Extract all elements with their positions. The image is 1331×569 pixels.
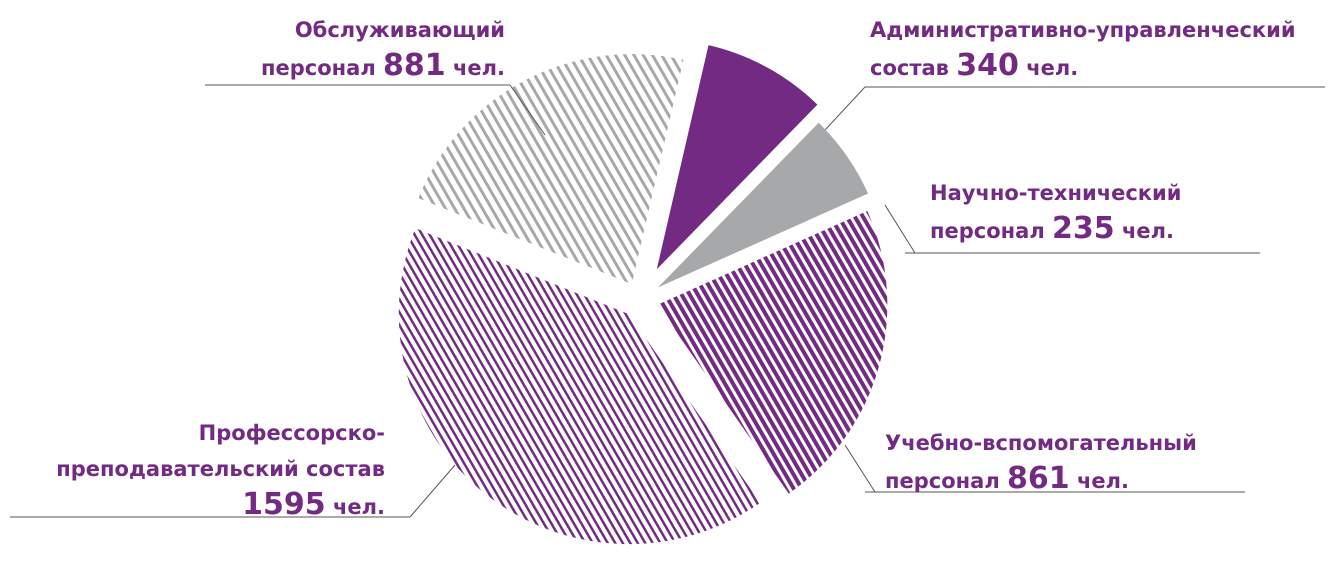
pie-slice bbox=[418, 54, 684, 285]
leader-line bbox=[824, 86, 866, 131]
slice-label: Административно-управленческий состав 34… bbox=[870, 12, 1320, 86]
unit-label: чел. bbox=[332, 495, 385, 519]
value-label: 1595 bbox=[242, 487, 326, 522]
pie-slice bbox=[657, 210, 888, 494]
value-label: 340 bbox=[956, 48, 1019, 83]
pie-slice bbox=[658, 122, 869, 288]
category-label: Научно-технический персонал bbox=[930, 181, 1182, 243]
slice-label: Профессорско-преподавательский состав 15… bbox=[5, 415, 385, 525]
category-label: Обслуживающий персонал bbox=[260, 18, 505, 80]
unit-label: чел. bbox=[1026, 56, 1079, 80]
category-label: Учебно-вспомогательный персонал bbox=[885, 431, 1197, 493]
leader-line bbox=[884, 204, 916, 254]
pie-slice bbox=[656, 45, 818, 270]
value-label: 861 bbox=[1007, 461, 1070, 496]
pie-slice bbox=[398, 228, 761, 545]
slice-label: Научно-технический персонал 235 чел. bbox=[930, 175, 1260, 249]
category-label: Административно-управленческий состав bbox=[870, 18, 1296, 80]
leader-line bbox=[844, 444, 876, 493]
leader-line bbox=[509, 84, 546, 136]
slice-label: Учебно-вспомогательный персонал 861 чел. bbox=[885, 425, 1255, 499]
category-label: Профессорско-преподавательский состав bbox=[56, 421, 385, 481]
unit-label: чел. bbox=[452, 56, 505, 80]
unit-label: чел. bbox=[1121, 219, 1175, 243]
leader-line bbox=[409, 464, 456, 518]
slice-label: Обслуживающий персонал 881 чел. bbox=[205, 12, 505, 86]
value-label: 881 bbox=[383, 48, 446, 83]
unit-label: чел. bbox=[1076, 469, 1130, 493]
value-label: 235 bbox=[1052, 211, 1115, 246]
